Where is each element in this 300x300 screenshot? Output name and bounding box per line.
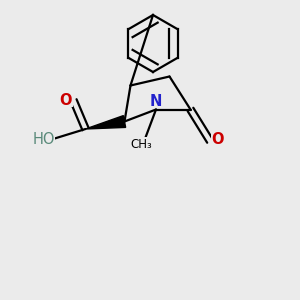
FancyBboxPatch shape [59,94,73,107]
FancyBboxPatch shape [211,133,224,146]
Text: HO: HO [32,132,55,147]
FancyBboxPatch shape [32,133,55,146]
Polygon shape [85,116,126,129]
FancyBboxPatch shape [148,95,164,107]
Text: CH₃: CH₃ [130,137,152,151]
Text: O: O [60,93,72,108]
Text: O: O [211,132,224,147]
FancyBboxPatch shape [128,137,154,151]
Text: N: N [150,94,162,109]
